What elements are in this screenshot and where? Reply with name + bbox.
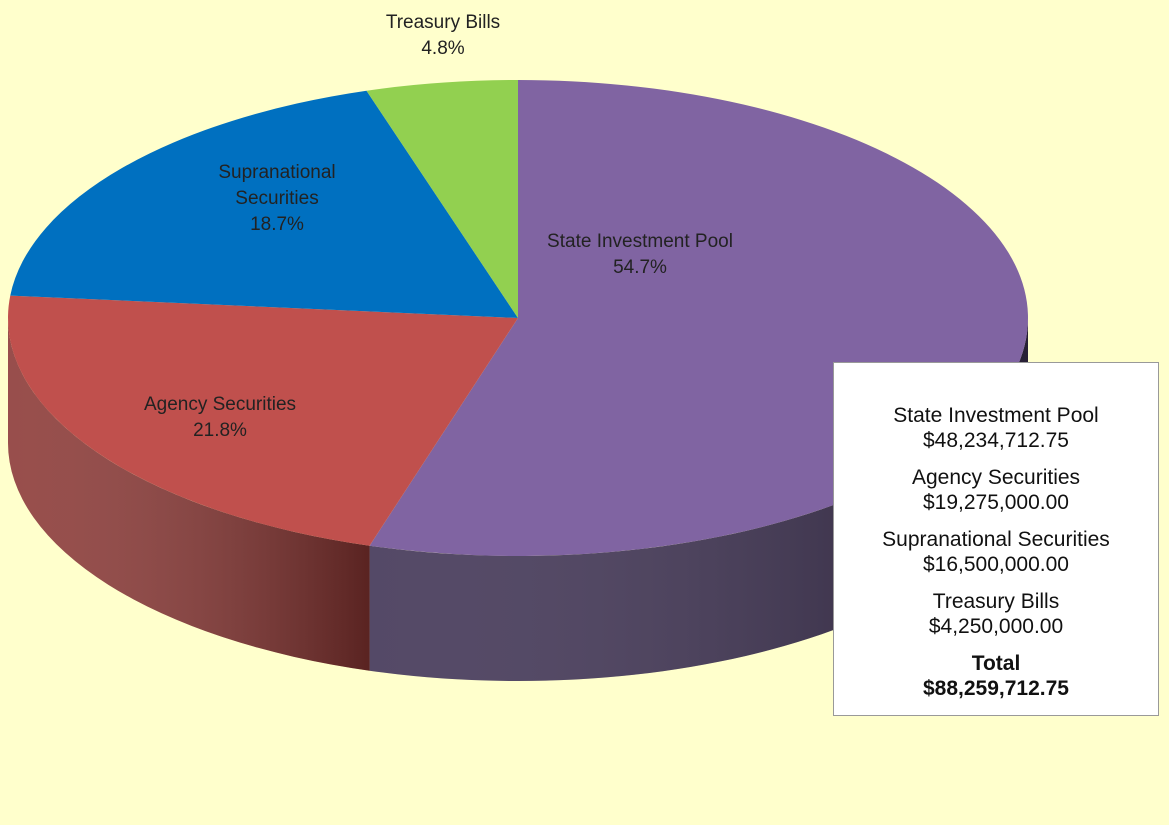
summary-name: Supranational Securities — [882, 528, 1110, 551]
summary-total-amount: $88,259,712.75 — [923, 677, 1069, 700]
slice-category: State Investment Pool — [547, 231, 733, 252]
summary-amount: $4,250,000.00 — [928, 615, 1064, 638]
summary-name: Agency Securities — [911, 466, 1081, 489]
slice — [10, 90, 519, 318]
slice-label: Treasury Bills 4.8% — [313, 10, 573, 62]
summary-box: State Investment Pool $48,234,712.75 Agenc… — [833, 362, 1159, 716]
slice-label: State Investment Pool 54.7% — [510, 229, 770, 281]
summary-item: Agency Securities $19,275,000.00 — [834, 465, 1158, 515]
summary-amount: $16,500,000.00 — [923, 553, 1069, 576]
summary-item: Supranational Securities $16,500,000.00 — [834, 527, 1158, 577]
summary-item: Treasury Bills $4,250,000.00 — [834, 589, 1158, 639]
summary-amount: $19,275,000.00 — [923, 491, 1069, 514]
slice-label: Supranational Securities 18.7% — [192, 160, 362, 238]
summary-name: State Investment Pool — [893, 404, 1099, 427]
summary-item: State Investment Pool $48,234,712.75 — [834, 403, 1158, 453]
slice-category: Supranational Securities — [218, 162, 336, 209]
slice-value: 54.7% — [613, 257, 667, 278]
slice-side-shade — [8, 318, 370, 671]
slice-category: Agency Securities — [143, 394, 297, 415]
slice-label: Agency Securities 21.8% — [90, 392, 350, 444]
summary-total: Total $88,259,712.75 — [834, 651, 1158, 701]
slice — [7, 295, 518, 546]
slice — [366, 80, 518, 318]
summary-total-label: Total — [971, 652, 1021, 675]
slice-value: 18.7% — [250, 214, 304, 235]
slice-category: Treasury Bills — [385, 12, 501, 33]
slice-value: 4.8% — [421, 38, 465, 59]
slice-value: 21.8% — [193, 420, 247, 441]
summary-amount: $48,234,712.75 — [923, 429, 1069, 452]
summary-name: Treasury Bills — [932, 590, 1060, 613]
